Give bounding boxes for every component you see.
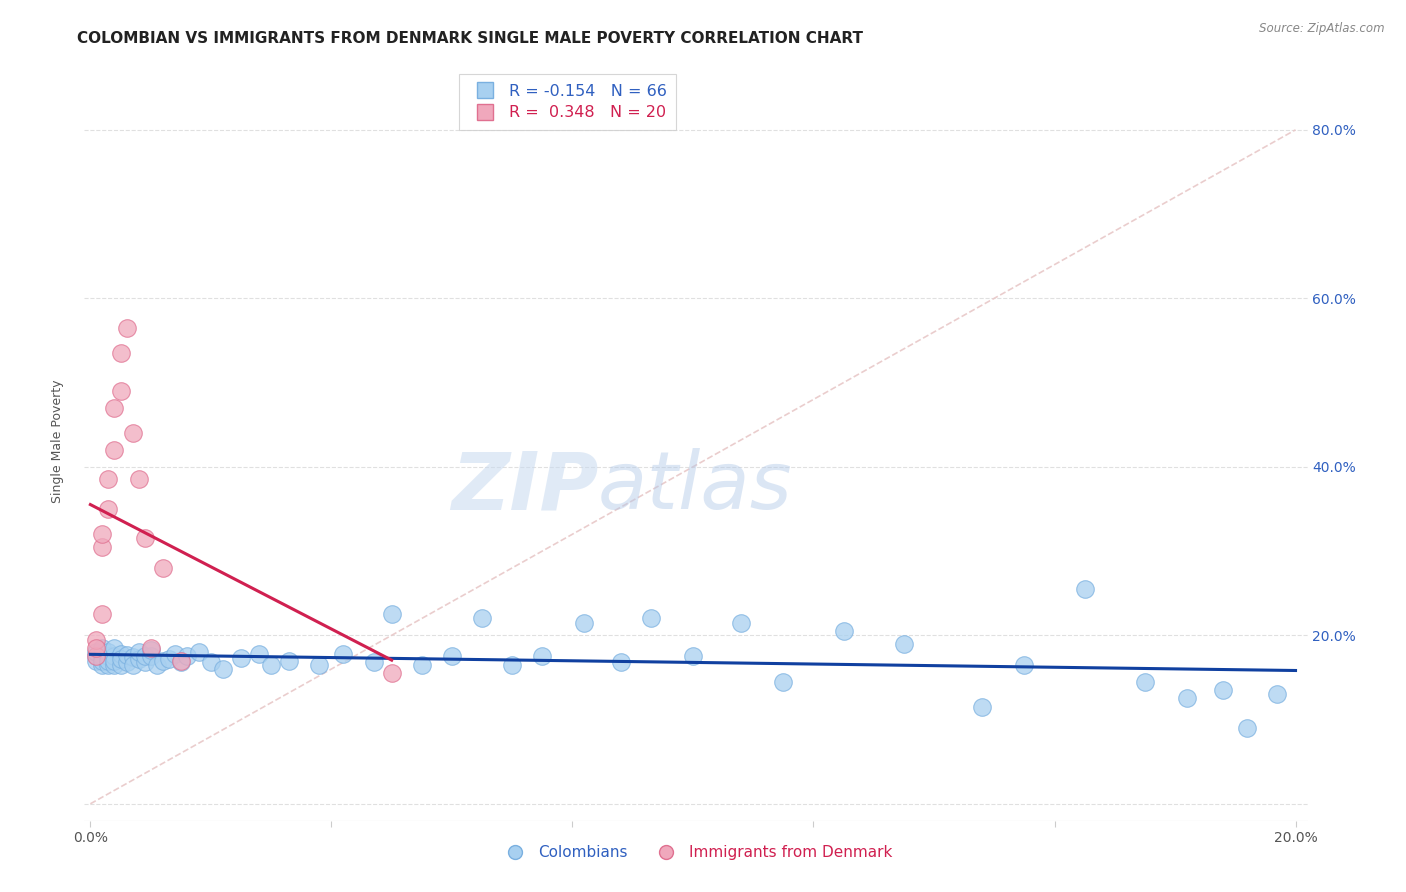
Point — [260, 657, 283, 672]
Point — [170, 655, 193, 669]
Point — [152, 654, 174, 668]
Point — [163, 647, 186, 661]
Point — [103, 649, 125, 664]
Text: atlas: atlas — [598, 448, 793, 526]
Point — [170, 654, 193, 668]
Point — [103, 640, 125, 655]
Point — [91, 607, 114, 622]
Point — [440, 649, 463, 664]
Point — [730, 615, 752, 630]
Point — [110, 657, 132, 672]
Point — [91, 640, 114, 655]
Point — [121, 426, 143, 441]
Point — [103, 442, 125, 457]
Point — [145, 657, 167, 672]
Point — [128, 652, 150, 666]
Point — [91, 540, 114, 554]
Point — [110, 384, 132, 398]
Point — [97, 649, 120, 664]
Text: Source: ZipAtlas.com: Source: ZipAtlas.com — [1260, 22, 1385, 36]
Point — [278, 654, 301, 668]
Point — [1267, 687, 1289, 701]
Point — [91, 527, 114, 541]
Point — [332, 647, 354, 661]
Point — [139, 640, 162, 655]
Point — [531, 649, 554, 664]
Point — [121, 650, 143, 665]
Point — [1236, 721, 1258, 735]
Point — [609, 655, 631, 669]
Point — [381, 666, 404, 681]
Point — [97, 473, 120, 487]
Point — [682, 649, 704, 664]
Point — [134, 532, 156, 546]
Point — [115, 648, 138, 662]
Point — [832, 624, 855, 639]
Point — [640, 611, 662, 625]
Point — [91, 654, 114, 668]
Point — [247, 647, 270, 661]
Point — [212, 662, 235, 676]
Point — [139, 649, 162, 664]
Point — [176, 649, 198, 664]
Point — [381, 607, 404, 622]
Point — [128, 645, 150, 659]
Point — [86, 632, 108, 647]
Point — [128, 473, 150, 487]
Point — [86, 649, 108, 664]
Point — [103, 654, 125, 668]
Point — [972, 699, 994, 714]
Legend: Colombians, Immigrants from Denmark: Colombians, Immigrants from Denmark — [494, 838, 898, 866]
Point — [86, 649, 108, 664]
Point — [110, 346, 132, 360]
Point — [115, 320, 138, 334]
Point — [893, 637, 915, 651]
Point — [471, 611, 494, 625]
Point — [110, 652, 132, 666]
Point — [86, 645, 108, 659]
Point — [1175, 691, 1198, 706]
Point — [86, 640, 108, 655]
Point — [200, 655, 222, 669]
Point — [772, 674, 794, 689]
Point — [1014, 657, 1036, 672]
Point — [97, 654, 120, 668]
Point — [97, 502, 120, 516]
Point — [363, 655, 385, 669]
Y-axis label: Single Male Poverty: Single Male Poverty — [51, 380, 63, 503]
Text: ZIP: ZIP — [451, 448, 598, 526]
Point — [134, 655, 156, 669]
Point — [157, 652, 180, 666]
Point — [574, 615, 596, 630]
Point — [97, 657, 120, 672]
Point — [97, 645, 120, 659]
Point — [1133, 674, 1156, 689]
Point — [110, 647, 132, 661]
Point — [86, 654, 108, 668]
Point — [139, 643, 162, 657]
Point — [411, 657, 433, 672]
Point — [91, 657, 114, 672]
Point — [501, 657, 523, 672]
Point — [152, 561, 174, 575]
Point — [91, 649, 114, 664]
Point — [1212, 683, 1234, 698]
Point — [103, 401, 125, 415]
Point — [187, 645, 209, 659]
Point — [103, 657, 125, 672]
Point — [121, 657, 143, 672]
Point — [229, 651, 252, 665]
Point — [1073, 582, 1095, 596]
Point — [115, 655, 138, 669]
Point — [134, 648, 156, 663]
Text: COLOMBIAN VS IMMIGRANTS FROM DENMARK SINGLE MALE POVERTY CORRELATION CHART: COLOMBIAN VS IMMIGRANTS FROM DENMARK SIN… — [77, 31, 863, 46]
Point — [308, 657, 330, 672]
